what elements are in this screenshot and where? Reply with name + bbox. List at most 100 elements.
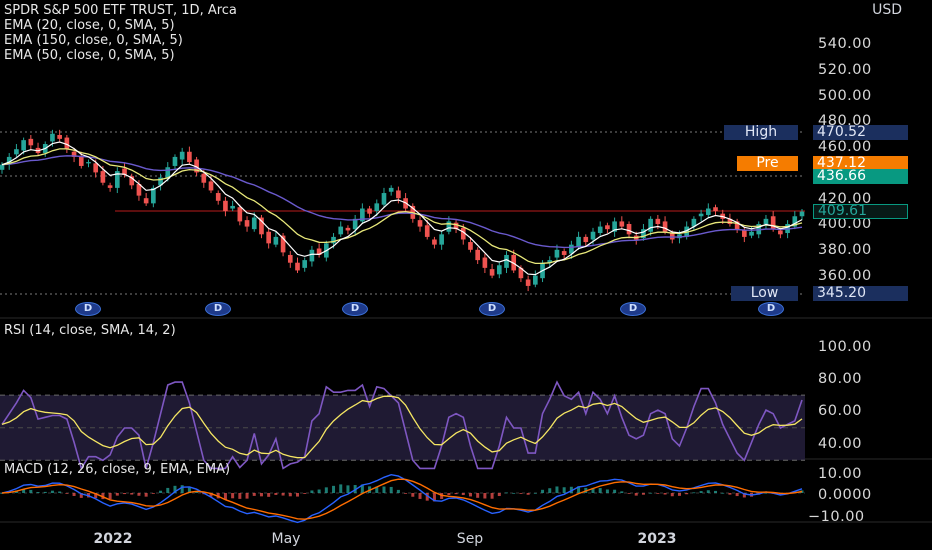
macd-histogram-bar [742, 493, 746, 498]
indicator-ema50[interactable]: EMA (50, close, 0, SMA, 5) [4, 48, 175, 63]
currency-label[interactable]: USD [872, 2, 902, 18]
macd-histogram-bar [613, 489, 617, 493]
ema50-line [1, 148, 803, 265]
macd-histogram-bar [728, 493, 732, 495]
macd-histogram-bar [159, 490, 163, 493]
dividend-marker[interactable]: D [205, 302, 231, 316]
candle-body [187, 151, 192, 163]
macd-histogram-bar [735, 493, 739, 497]
candle-body [417, 220, 423, 227]
macd-histogram-bar [533, 492, 537, 494]
time-label-may: May [271, 531, 301, 547]
candle-body [151, 187, 156, 204]
price-tick-380: 380.00 [818, 242, 872, 258]
candle-body [21, 140, 26, 151]
rsi-legend[interactable]: RSI (14, close, SMA, 14, 2) [4, 323, 176, 338]
price-tick-360: 360.00 [818, 268, 872, 284]
macd-histogram-bar [483, 493, 487, 499]
high-tag-value: 470.52 [813, 125, 908, 140]
macd-series [0, 473, 804, 524]
macd-histogram-bar [396, 489, 400, 493]
macd-histogram-bar [137, 493, 141, 496]
rsi-tick-60: 60.00 [818, 403, 863, 419]
dividend-marker[interactable]: D [758, 302, 784, 316]
candle-body [295, 262, 300, 271]
macd-histogram-bar [166, 487, 170, 493]
candle-body [396, 190, 401, 199]
candle-body [179, 151, 185, 160]
macd-tick-neg10: −10.00 [808, 509, 865, 525]
candle-body [86, 162, 91, 164]
candle-body [331, 236, 336, 244]
candle-body [518, 267, 524, 279]
candle-body [50, 133, 55, 142]
candle-body [64, 137, 70, 150]
candle-body [482, 257, 488, 268]
macd-tick-0: 0.0000 [818, 487, 872, 503]
macd-histogram-bar [274, 493, 278, 495]
macd-histogram-bar [764, 492, 768, 494]
dividend-marker[interactable]: D [75, 302, 101, 316]
pre-tag-label: Pre [737, 156, 798, 171]
macd-legend[interactable]: MACD (12, 26, close, 9, EMA, EMA) [4, 462, 230, 477]
macd-histogram-bar [519, 493, 523, 494]
candle-body [705, 208, 711, 215]
macd-line [1, 473, 803, 524]
price-legend: SPDR S&P 500 ETF TRUST, 1D, Arca EMA (20… [4, 3, 237, 63]
rsi-tick-40: 40.00 [818, 436, 863, 452]
indicator-ema20[interactable]: EMA (20, close, 0, SMA, 5) [4, 18, 175, 33]
candle-body [273, 236, 279, 245]
candle-body [287, 254, 293, 263]
macd-histogram-bar [317, 489, 321, 493]
dividend-marker[interactable]: D [342, 302, 368, 316]
macd-histogram-bar [36, 492, 40, 493]
macd-histogram-bar [389, 486, 393, 493]
candle-body [742, 230, 747, 237]
macd-histogram-bar [721, 492, 725, 494]
macd-histogram-bar [476, 493, 480, 498]
macd-histogram-bar [555, 486, 559, 493]
macd-signal-line [1, 478, 803, 520]
macd-title[interactable]: MACD (12, 26, close, 9, EMA, EMA) [4, 462, 231, 477]
time-label-sep: Sep [456, 531, 484, 547]
candle-body [266, 231, 271, 244]
candle-body [309, 249, 315, 262]
price-candles[interactable] [0, 129, 805, 292]
indicator-ema150[interactable]: EMA (150, close, 0, SMA, 5) [4, 33, 183, 48]
candle-body [547, 260, 553, 263]
candle-body [533, 275, 538, 285]
candle-body [381, 193, 387, 205]
macd-histogram-bar [281, 493, 285, 496]
candle-body [734, 221, 740, 230]
candle-body [453, 222, 459, 230]
macd-histogram-bar [94, 493, 98, 499]
rsi-title[interactable]: RSI (14, close, SMA, 14, 2) [4, 323, 176, 338]
macd-histogram-bar [346, 485, 350, 493]
macd-histogram-bar [512, 492, 516, 494]
candle-body [129, 176, 135, 186]
candle-body [230, 205, 235, 209]
candle-body [201, 173, 207, 183]
time-label-2022: 2022 [93, 531, 133, 547]
candle-body [158, 177, 163, 186]
candle-body [432, 239, 437, 245]
candle-body [778, 230, 783, 235]
dividend-marker[interactable]: D [479, 302, 505, 316]
candle-body [215, 193, 221, 201]
low-tag-value: 345.20 [813, 286, 908, 301]
macd-histogram-bar [324, 487, 328, 493]
symbol-title[interactable]: SPDR S&P 500 ETF TRUST, 1D, Arca [4, 3, 237, 18]
macd-histogram-bar [252, 493, 256, 496]
candle-body [237, 207, 243, 222]
candle-body [136, 184, 142, 196]
rsi-band [0, 394, 805, 494]
macd-histogram-bar [332, 485, 336, 493]
macd-histogram-bar [663, 493, 667, 495]
macd-histogram-bar [497, 493, 501, 497]
dividend-marker[interactable]: D [620, 302, 646, 316]
macd-histogram-bar [620, 491, 624, 493]
candle-body [367, 208, 372, 214]
price-tick-460: 460.00 [818, 139, 872, 155]
candle-body [619, 221, 625, 227]
